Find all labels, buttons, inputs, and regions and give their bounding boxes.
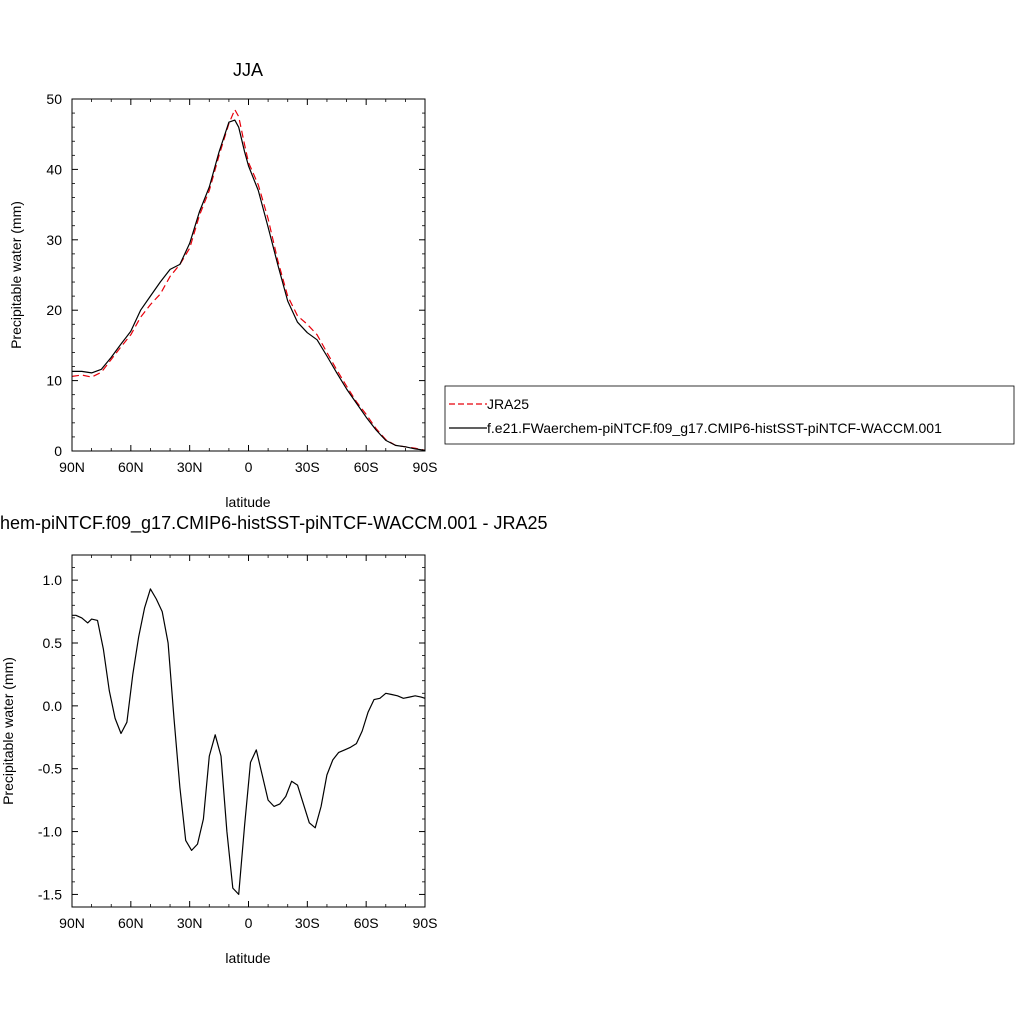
top-plot-frame — [71, 98, 426, 452]
bottom-y-tick-label: -0.5 — [38, 761, 62, 777]
bottom-panel: hem-piNTCF.f09_g17.CMIP6-histSST-piNTCF-… — [0, 513, 547, 966]
bottom-y-tick-label: 0.5 — [43, 635, 63, 651]
top-x-tick-label: 0 — [245, 459, 253, 475]
legend-label-model: f.e21.FWaerchem-piNTCF.f09_g17.CMIP6-his… — [487, 420, 942, 436]
legend-label-jra25: JRA25 — [487, 396, 529, 412]
top-y-tick-label: 30 — [46, 232, 62, 248]
legend-box — [444, 385, 1015, 445]
legend: JRA25 f.e21.FWaerchem-piNTCF.f09_g17.CMI… — [444, 385, 1015, 445]
top-series-line-1 — [72, 119, 426, 451]
top-x-tick-label: 30S — [295, 459, 320, 475]
bottom-series-line-0 — [72, 588, 426, 896]
bottom-x-tick-label: 90N — [59, 915, 85, 931]
top-y-tick-label: 20 — [46, 302, 62, 318]
bottom-x-tick-label: 30S — [295, 915, 320, 931]
top-chart-title: JJA — [233, 60, 263, 80]
bottom-series-layer — [72, 588, 426, 896]
top-x-axis-label: latitude — [225, 494, 270, 510]
top-y-tick-label: 50 — [46, 91, 62, 107]
top-series-layer — [71, 108, 426, 451]
bottom-x-axis-label: latitude — [225, 950, 270, 966]
top-panel: JJA 90N 60N 30N 0 30S 60S 90S 0 10 20 30 40 50 latit… — [8, 60, 437, 510]
top-y-tick-label: 40 — [46, 161, 62, 177]
top-x-tick-label: 60S — [354, 459, 379, 475]
top-x-tick-label: 90S — [413, 459, 438, 475]
bottom-y-tick-label: 0.0 — [43, 698, 63, 714]
top-y-tick-label: 10 — [46, 373, 62, 389]
bottom-y-tick-label: 1.0 — [43, 572, 63, 588]
bottom-x-tick-label: 60S — [354, 915, 379, 931]
bottom-y-axis-label: Precipitable water (mm) — [0, 657, 16, 805]
top-y-axis-label: Precipitable water (mm) — [8, 201, 24, 349]
bottom-ticks-layer: 90N 60N 30N 0 30S 60S 90S 1.0 0.5 0.0 -0.5 -1.0 -1.5 — [38, 554, 438, 931]
bottom-x-tick-label: 0 — [245, 915, 253, 931]
bottom-plot-frame — [71, 554, 426, 908]
top-x-tick-label: 30N — [177, 459, 203, 475]
bottom-x-tick-label: 90S — [413, 915, 438, 931]
top-x-tick-label: 90N — [59, 459, 85, 475]
top-series-line-0 — [71, 108, 426, 451]
bottom-y-tick-label: -1.5 — [38, 886, 62, 902]
top-x-tick-label: 60N — [118, 459, 144, 475]
top-ticks-layer: 90N 60N 30N 0 30S 60S 90S 0 10 20 30 40 50 — [46, 91, 437, 475]
bottom-chart-title: hem-piNTCF.f09_g17.CMIP6-histSST-piNTCF-… — [0, 513, 547, 534]
bottom-y-tick-label: -1.0 — [38, 824, 62, 840]
bottom-x-tick-label: 30N — [177, 915, 203, 931]
bottom-x-tick-label: 60N — [118, 915, 144, 931]
top-y-tick-label: 0 — [54, 443, 62, 459]
